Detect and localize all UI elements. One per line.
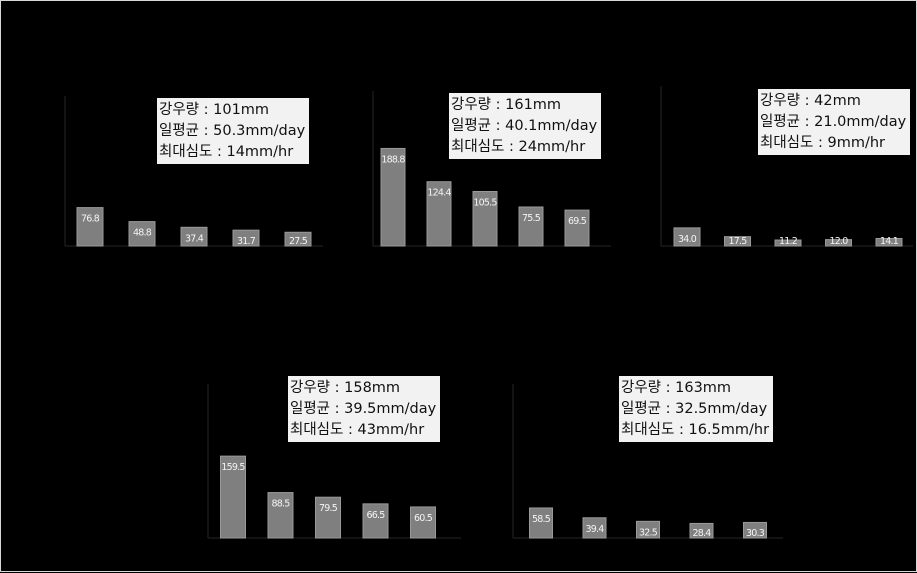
bar [724,236,751,247]
bar-value-label: 37.4 [185,233,204,244]
bar [76,207,104,247]
rainfall-total-5: 강우량 : 163mm [621,380,732,396]
bar-value-label: 88.5 [272,499,291,510]
bar-value-label: 60.5 [414,513,433,524]
bar-value-label: 66.5 [367,510,386,521]
bar-value-label: 12.0 [830,236,849,247]
bar-value-label: 159.5 [221,462,245,473]
bar-value-label: 188.8 [381,154,405,165]
bar [284,231,312,247]
info-box-5: 강우량 : 163mm 일평균 : 32.5mm/day 최대심도 : 16.5… [619,376,774,442]
bar [825,239,852,247]
bar [220,455,246,539]
bar-value-label: 17.5 [729,236,748,247]
info-box-4: 강우량 : 158mm 일평균 : 39.5mm/day 최대심도 : 43mm… [288,376,441,442]
bar-value-label: 30.3 [746,528,765,539]
daily-average-1: 일평균 : 50.3mm/day [159,123,306,139]
daily-average-2: 일평균 : 40.1mm/day [451,118,598,134]
max-intensity-1: 최대심도 : 14mm/hr [159,144,294,160]
bar [362,503,389,539]
bar [582,517,607,539]
daily-average-3: 일평균 : 21.0mm/day [760,114,907,130]
bar [267,492,294,539]
max-intensity-3: 최대심도 : 9mm/hr [760,135,885,151]
daily-average-5: 일평균 : 32.5mm/day [621,401,768,417]
info-box-3: 강우량 : 42mm 일평균 : 21.0mm/day 최대심도 : 9mm/h… [758,89,911,155]
bar [380,147,406,247]
bar-value-label: 58.5 [532,514,551,525]
bar-value-label: 76.8 [81,214,100,225]
max-intensity-5: 최대심도 : 16.5mm/hr [621,422,770,438]
bar-value-label: 69.5 [568,216,587,227]
rainfall-total-4: 강우량 : 158mm [290,380,401,396]
bar-value-label: 105.5 [473,197,497,208]
rainfall-total-2: 강우량 : 161mm [451,97,562,113]
rainfall-total-1: 강우량 : 101mm [159,102,270,118]
info-box-1: 강우량 : 101mm 일평균 : 50.3mm/day 최대심도 : 14mm… [157,98,310,164]
bar-value-label: 75.5 [522,213,541,224]
bar-value-label: 48.8 [133,228,152,239]
bar [472,190,498,247]
bar-value-label: 31.7 [237,236,256,247]
bar [636,520,660,539]
bar [743,521,767,539]
bar [875,237,903,247]
bar-value-label: 27.5 [289,236,308,247]
bar [180,226,208,247]
bar-value-label: 39.4 [586,524,605,535]
bar-value-label: 34.0 [678,234,697,245]
max-intensity-4: 최대심도 : 43mm/hr [290,422,425,438]
daily-average-4: 일평균 : 39.5mm/day [290,401,437,417]
bar-value-label: 124.4 [427,188,451,199]
bar [410,506,436,539]
rainfall-total-3: 강우량 : 42mm [760,93,861,109]
bar [529,507,553,539]
bar-value-label: 32.5 [639,527,658,538]
bar [673,227,701,247]
info-box-2: 강우량 : 161mm 일평균 : 40.1mm/day 최대심도 : 24mm… [449,93,602,159]
bar [315,496,341,539]
bar-value-label: 11.2 [779,236,798,247]
bar [689,522,714,539]
bar [426,181,452,247]
max-intensity-2: 최대심도 : 24mm/hr [451,139,586,155]
bar [232,229,260,247]
bar-value-label: 28.4 [693,528,712,539]
bar-value-label: 79.5 [319,503,338,514]
bar-value-label: 14.1 [880,236,899,247]
bar [564,209,590,247]
bar [518,206,544,247]
bar [128,221,156,247]
bar [774,239,802,247]
